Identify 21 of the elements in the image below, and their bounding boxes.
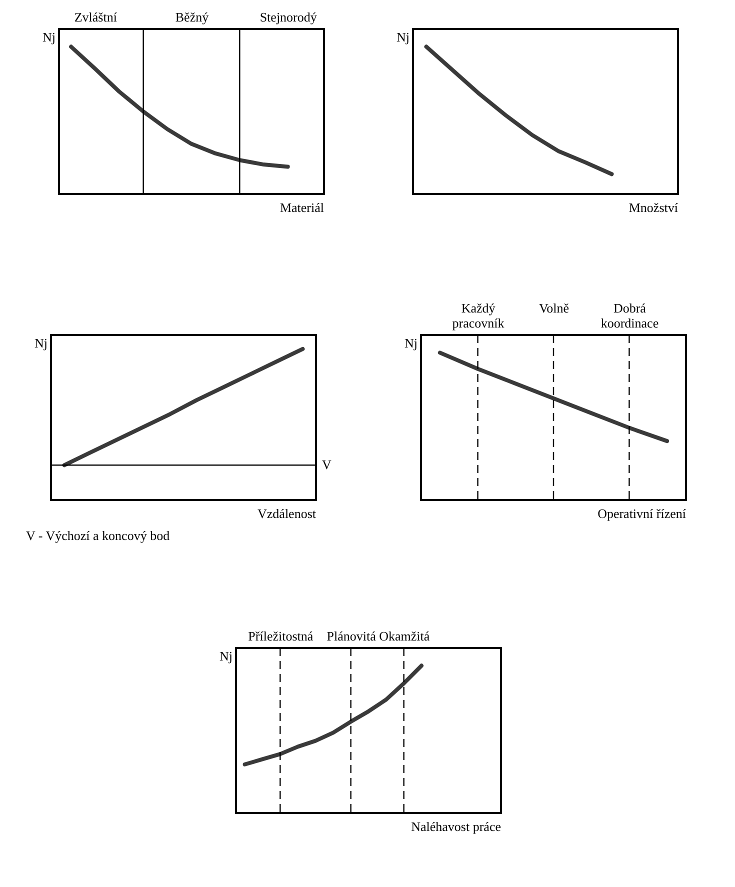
x-tick-label: Dobrá koordinace <box>600 300 659 330</box>
text: V - Výchozí a koncový bod <box>26 528 170 543</box>
x-axis-title: Operativní řízení <box>598 506 686 521</box>
y-axis-title: Nj <box>42 30 56 44</box>
x-axis-title: Naléhavost práce <box>411 819 502 834</box>
x-axis-title: Vzdálenost <box>258 506 316 521</box>
y-axis-title: Nj <box>220 648 232 664</box>
y-axis-title: Nj <box>404 336 418 350</box>
y-axis-title: Nj <box>34 336 48 350</box>
x-axis-title: Množství <box>628 200 678 215</box>
x-tick-label: Plánovitá <box>326 628 376 644</box>
x-tick-label: Zvláštní <box>74 10 118 24</box>
x-axis-title: Materiál <box>280 200 324 215</box>
x-tick-label: Příležitostná <box>248 628 314 644</box>
ref-line-label: V <box>322 457 332 472</box>
x-tick-label: Každý pracovník <box>452 300 505 330</box>
x-tick-label: Stejnorodý <box>260 10 318 24</box>
x-tick-label: Běžný <box>175 10 210 24</box>
x-tick-label: Volně <box>538 300 570 316</box>
x-tick-label: Okamžitá <box>379 628 430 644</box>
y-axis-title: Nj <box>396 30 410 44</box>
